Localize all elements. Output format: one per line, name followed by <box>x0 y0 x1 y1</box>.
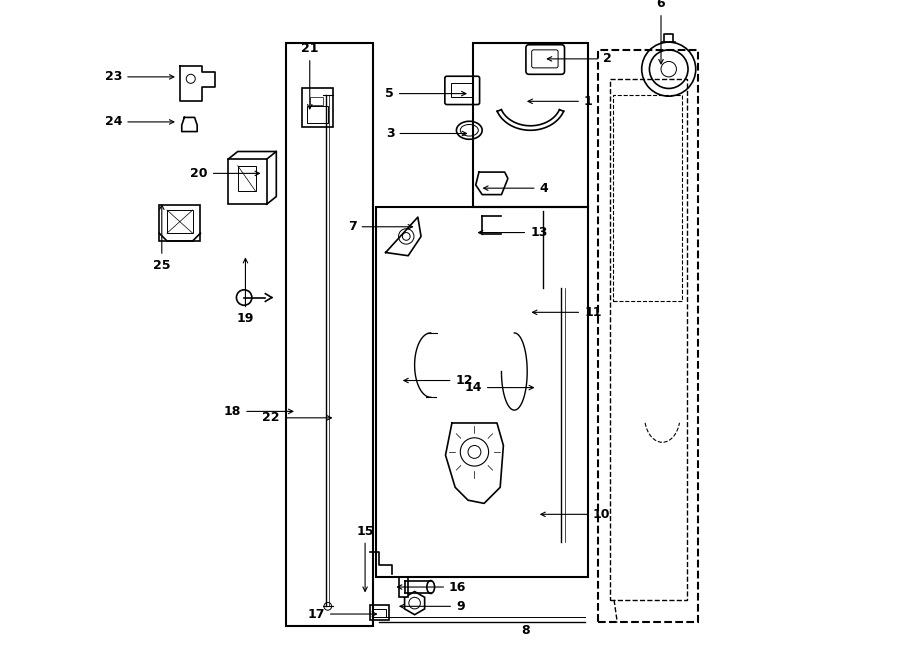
Bar <box>373 609 386 617</box>
Text: 2: 2 <box>547 52 612 65</box>
Bar <box>159 205 201 241</box>
Text: 5: 5 <box>385 87 466 100</box>
Bar <box>472 44 589 208</box>
Circle shape <box>237 290 252 305</box>
Bar <box>166 210 193 233</box>
Bar <box>310 97 323 104</box>
Bar <box>598 50 698 623</box>
Ellipse shape <box>427 580 435 594</box>
Text: 10: 10 <box>541 508 610 521</box>
Text: 19: 19 <box>237 258 254 325</box>
Text: 25: 25 <box>153 205 171 272</box>
Bar <box>302 89 333 127</box>
Text: 23: 23 <box>105 70 174 83</box>
Bar <box>399 577 408 598</box>
Bar <box>370 605 389 621</box>
Bar <box>451 83 472 97</box>
Bar <box>238 166 256 192</box>
Text: 9: 9 <box>400 600 464 613</box>
Bar <box>307 106 328 122</box>
Text: 17: 17 <box>308 607 376 621</box>
Text: 4: 4 <box>483 182 548 195</box>
Text: 11: 11 <box>533 306 601 319</box>
Bar <box>376 208 589 577</box>
Text: 8: 8 <box>522 623 530 637</box>
Text: 1: 1 <box>528 95 593 108</box>
Text: 13: 13 <box>479 226 547 239</box>
Text: 7: 7 <box>347 220 412 233</box>
Text: 15: 15 <box>356 525 374 592</box>
Text: 12: 12 <box>404 374 472 387</box>
Text: 21: 21 <box>301 42 319 109</box>
Text: 3: 3 <box>386 127 466 140</box>
Text: 22: 22 <box>263 411 331 424</box>
Bar <box>613 95 682 301</box>
Text: 18: 18 <box>224 405 292 418</box>
Text: 24: 24 <box>104 116 174 128</box>
Text: 20: 20 <box>191 167 259 180</box>
Bar <box>609 79 687 600</box>
Text: 6: 6 <box>657 0 665 64</box>
Bar <box>228 159 266 204</box>
Text: 14: 14 <box>464 381 534 394</box>
Text: 16: 16 <box>398 580 466 594</box>
Bar <box>286 44 373 625</box>
